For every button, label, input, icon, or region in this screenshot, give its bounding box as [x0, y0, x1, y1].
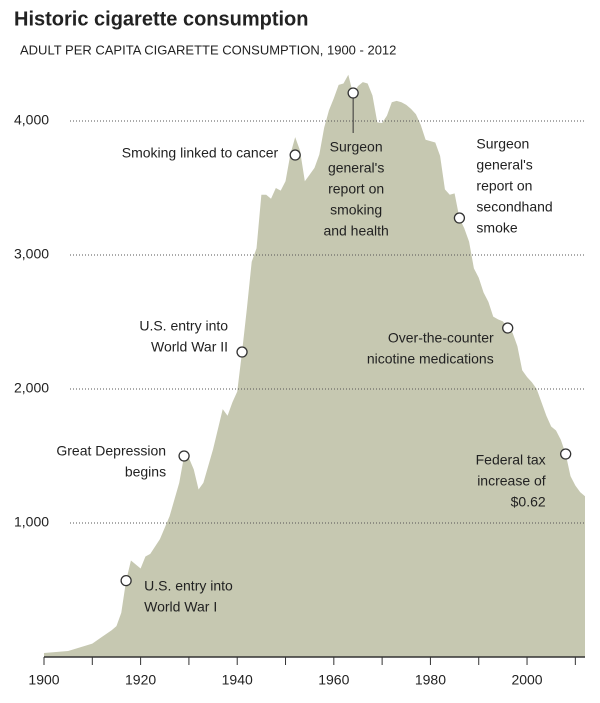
annotation-point: [560, 448, 572, 460]
annotation-text: report on: [476, 178, 532, 194]
x-tick-label: 1920: [125, 672, 156, 688]
annotation-text: Great Depression: [56, 443, 166, 459]
annotation-text: U.S. entry into: [144, 577, 233, 593]
annotation-point: [236, 346, 248, 358]
annotation-text: nicotine medications: [367, 351, 494, 367]
annotation-text: increase of: [477, 473, 546, 489]
x-tick-label: 2000: [511, 672, 542, 688]
y-tick-label: 2,000: [14, 380, 49, 396]
annotation-text: U.S. entry into: [139, 318, 228, 334]
annotation-text: smoking: [330, 202, 382, 218]
x-tick-label: 1900: [28, 672, 59, 688]
chart-subtitle: ADULT PER CAPITA CIGARETTE CONSUMPTION, …: [20, 42, 396, 57]
annotation-text: smoke: [476, 220, 517, 236]
annotation-text: secondhand: [476, 199, 552, 215]
annotation-text: general's: [476, 157, 532, 173]
x-tick-label: 1940: [222, 672, 253, 688]
annotation-text: general's: [328, 160, 384, 176]
annotation-text: Federal tax: [476, 452, 546, 468]
y-tick-label: 3,000: [14, 246, 49, 262]
annotation-point: [347, 87, 359, 99]
annotation-text: and health: [323, 223, 388, 239]
annotation-text: report on: [328, 181, 384, 197]
annotation-text: $0.62: [511, 494, 546, 510]
annotation-point: [120, 574, 132, 587]
annotation-point: [178, 450, 190, 462]
annotation-point: [453, 212, 466, 224]
annotation-text: Over-the-counter: [388, 330, 494, 346]
area: [44, 74, 585, 657]
annotation-text: Smoking linked to cancer: [122, 145, 279, 161]
annotation-point: [502, 322, 514, 334]
x-tick-label: 1960: [318, 672, 349, 688]
y-tick-label: 4,000: [14, 112, 49, 128]
annotation-text: World War II: [151, 339, 228, 355]
x-tick-label: 1980: [415, 672, 446, 688]
chart-title: Historic cigarette consumption: [14, 8, 309, 30]
annotation-text: Surgeon: [330, 139, 383, 155]
annotation-text: Surgeon: [476, 136, 529, 152]
annotation-point: [289, 149, 301, 161]
y-tick-label: 1,000: [14, 514, 49, 530]
annotation-text: World War I: [144, 598, 217, 614]
annotation-text: begins: [125, 464, 166, 480]
